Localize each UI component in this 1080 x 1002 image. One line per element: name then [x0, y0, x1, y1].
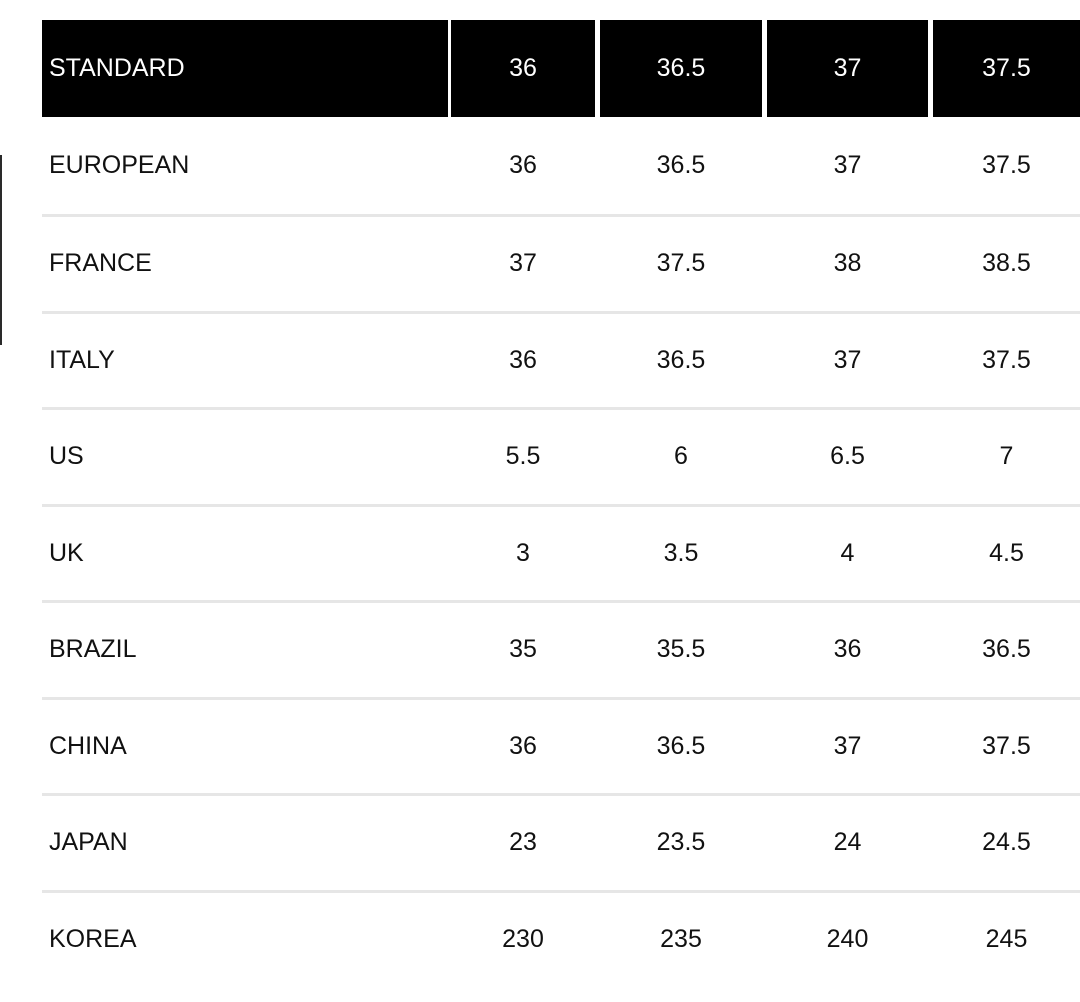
table-row: CHINA 36 36.5 37 37.5	[42, 696, 1080, 794]
table-cell: 36.5	[982, 635, 1031, 664]
row-label: ITALY	[49, 345, 115, 374]
table-cell: 36.5	[656, 731, 706, 760]
table-cell: 23	[509, 828, 537, 857]
table-cell: 6	[674, 442, 688, 471]
row-label: JAPAN	[49, 828, 128, 857]
table-cell: 36	[509, 345, 537, 374]
table-row: EUROPEAN 36 36.5 37 37.5	[42, 117, 1080, 214]
header-size-36: 36	[451, 20, 595, 117]
table-cell: 36	[833, 635, 862, 664]
table-cell: 37.5	[982, 345, 1031, 374]
table-cell: 38.5	[982, 249, 1031, 278]
table-cell: 6.5	[830, 442, 865, 471]
table-cell: 230	[502, 924, 544, 953]
table-cell: 23.5	[656, 828, 706, 857]
table-cell: 3	[516, 538, 530, 567]
table-cell: 4	[840, 538, 855, 567]
table-cell: 37.5	[656, 249, 706, 278]
row-label: BRAZIL	[49, 635, 137, 664]
row-label: UK	[49, 538, 84, 567]
row-label: CHINA	[49, 731, 127, 760]
table-row: KOREA 230 235 240 245	[42, 889, 1080, 987]
table-cell: 24.5	[982, 828, 1031, 857]
table-cell: 240	[826, 924, 869, 953]
table-cell: 37	[833, 151, 862, 179]
row-label: EUROPEAN	[49, 151, 190, 179]
table-cell: 37.5	[982, 731, 1031, 760]
table-cell: 37	[833, 345, 862, 374]
table-cell: 37	[509, 249, 537, 278]
table-cell: 3.5	[663, 538, 699, 567]
table-row: JAPAN 23 23.5 24 24.5	[42, 793, 1080, 890]
row-label: KOREA	[49, 924, 137, 953]
header-label-standard: STANDARD	[42, 20, 448, 117]
table-cell: 235	[660, 924, 702, 953]
table-cell: 7	[999, 442, 1014, 471]
table-row: ITALY 36 36.5 37 37.5	[42, 310, 1080, 408]
edge-divider	[0, 155, 2, 345]
row-label: US	[49, 442, 84, 471]
table-cell: 38	[833, 249, 862, 278]
header-size-36-5: 36.5	[600, 20, 762, 117]
table-cell: 37	[833, 731, 862, 760]
table-cell: 36.5	[656, 151, 706, 179]
table-cell: 24	[833, 828, 862, 857]
table-cell: 35	[509, 635, 537, 664]
table-row: FRANCE 37 37.5 38 38.5	[42, 214, 1080, 311]
table-cell: 36	[509, 731, 537, 760]
table-cell: 5.5	[505, 442, 541, 471]
size-conversion-table: STANDARD 36 36.5 37 37.5 EUROPEAN 36 36.…	[42, 20, 1080, 986]
table-body: EUROPEAN 36 36.5 37 37.5 FRANCE 37 37.5 …	[42, 117, 1080, 986]
table-row: UK 3 3.5 4 4.5	[42, 503, 1080, 601]
table-row: BRAZIL 35 35.5 36 36.5	[42, 600, 1080, 697]
header-size-37-5: 37.5	[933, 20, 1080, 117]
table-cell: 36.5	[656, 345, 706, 374]
table-cell: 245	[985, 924, 1028, 953]
table-cell: 35.5	[656, 635, 706, 664]
table-cell: 37.5	[982, 151, 1031, 179]
table-cell: 36	[509, 151, 537, 179]
table-row: US 5.5 6 6.5 7	[42, 407, 1080, 504]
row-label: FRANCE	[49, 249, 152, 278]
header-size-37: 37	[767, 20, 928, 117]
table-cell: 4.5	[989, 538, 1024, 567]
table-header-row: STANDARD 36 36.5 37 37.5	[42, 20, 1080, 117]
